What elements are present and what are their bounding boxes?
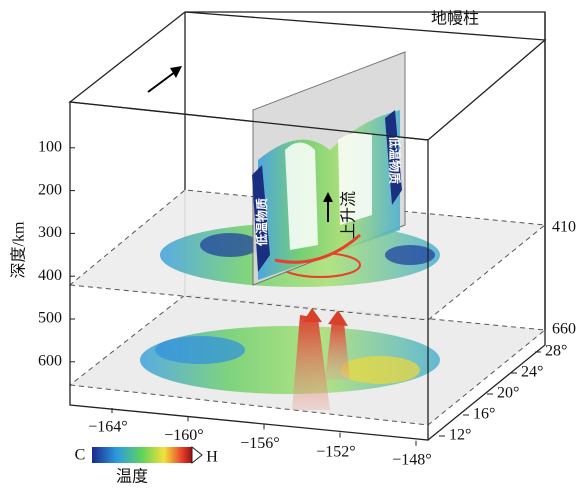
x-tick-label: −148° xyxy=(392,451,431,468)
axis-label: 深度/km xyxy=(10,221,28,278)
x-tick-label: −160° xyxy=(164,427,203,444)
tomography xyxy=(200,233,260,257)
annotation: 上升流 xyxy=(340,191,358,239)
layer-label: 410 xyxy=(552,219,576,236)
y-tick-label: 200 xyxy=(38,181,62,198)
legend-high: H xyxy=(206,449,218,466)
layer-label: 660 xyxy=(552,321,576,338)
lat-tick-label: 28° xyxy=(545,343,567,360)
tomography xyxy=(340,356,420,384)
colorbar xyxy=(92,447,192,463)
north-arrow xyxy=(170,66,182,78)
x-tick-label: −152° xyxy=(316,443,355,460)
x-tick-label: −164° xyxy=(88,419,127,436)
title: 地幔柱 xyxy=(431,10,479,28)
legend-low: C xyxy=(75,447,86,464)
y-tick-label: 300 xyxy=(38,224,62,241)
colorbar-end xyxy=(192,447,202,463)
annotation: 低温物质 xyxy=(254,198,269,247)
y-tick-label: 500 xyxy=(38,310,62,327)
x-tick-label: −156° xyxy=(240,435,279,452)
lat-tick-label: 20° xyxy=(497,385,519,402)
figure: 低温物质 低温物质 上升流 地幔柱 深度/km 410 660 100 200 30… xyxy=(0,0,584,490)
y-tick-label: 400 xyxy=(38,267,62,284)
tomography xyxy=(285,143,318,251)
lat-tick-label: 12° xyxy=(449,427,471,444)
y-tick-label: 600 xyxy=(38,352,62,369)
north-arrow xyxy=(148,72,175,92)
legend-label: 温度 xyxy=(116,468,148,486)
lat-tick-label: 24° xyxy=(521,364,543,381)
lat-tick-label: 16° xyxy=(473,406,495,423)
tomography xyxy=(155,336,245,364)
y-tick-label: 100 xyxy=(38,138,62,155)
annotation: 低温物质 xyxy=(387,135,402,184)
